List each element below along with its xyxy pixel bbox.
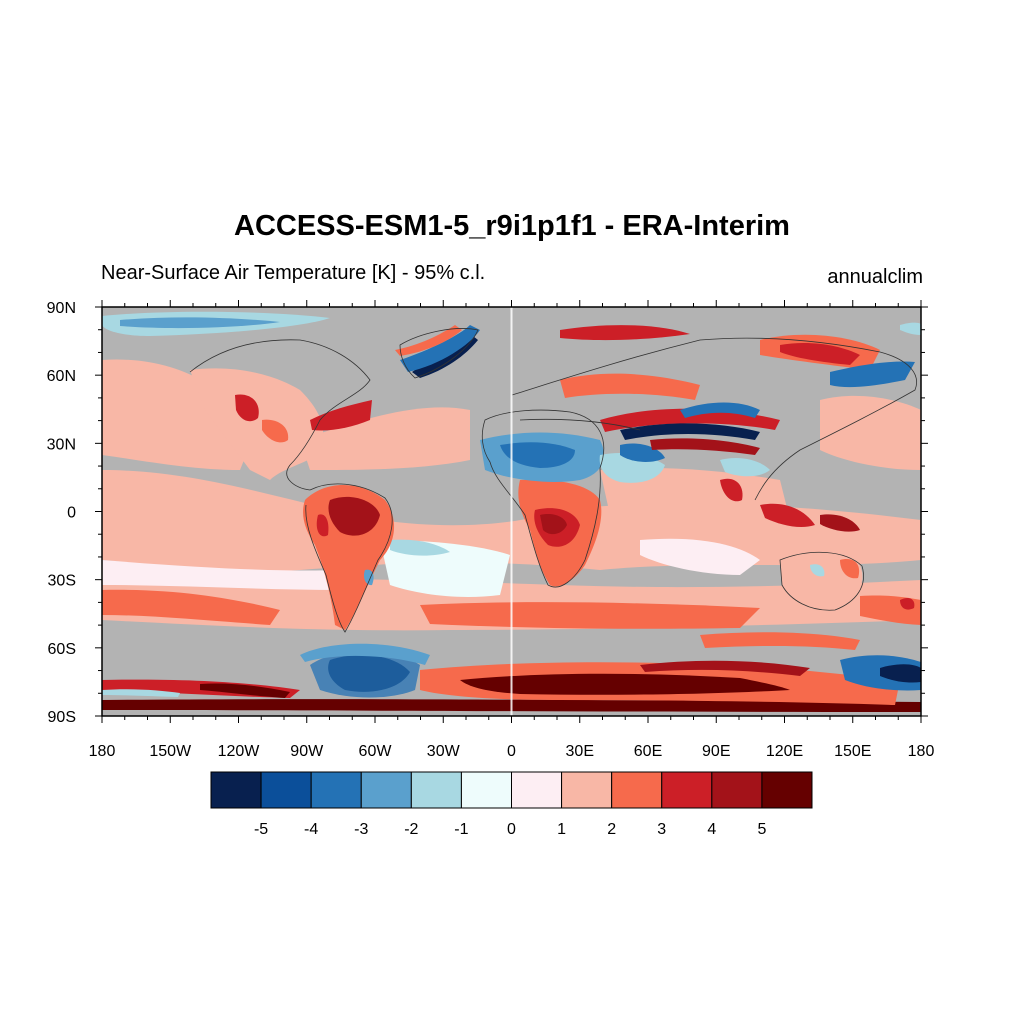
colorbar-labels: -5 -4 -3 -2 -1 0 1 2 3 4 5 [254, 821, 766, 838]
colorbar-swatch [661, 771, 713, 809]
lon-tick-label: 120E [766, 743, 803, 760]
colorbar [210, 771, 813, 809]
arctic-anomaly-layer [102, 311, 921, 388]
colorbar-swatch [511, 771, 563, 809]
colorbar-label: 5 [757, 821, 766, 838]
colorbar-swatch [260, 771, 312, 809]
lon-tick-label: 90E [702, 743, 730, 760]
colorbar-swatch [410, 771, 462, 809]
lon-tick-label: 60E [634, 743, 662, 760]
period-subtitle: annualclim [827, 266, 923, 288]
variable-subtitle: Near-Surface Air Temperature [K] - 95% c… [101, 262, 486, 284]
lat-tick-label: 30S [48, 573, 76, 590]
lon-tick-label: 150E [834, 743, 871, 760]
lon-tick-label: 60W [359, 743, 393, 760]
lat-tick-label: 60N [47, 368, 76, 385]
colorbar-swatch [460, 771, 512, 809]
lat-tick-label: 90S [48, 709, 76, 726]
axis-tick-labels: 180 150W 120W 90W 60W 30W 0 30E 60E 90E 120E 150E 18… [47, 300, 935, 760]
axis-ticks [95, 300, 928, 723]
colorbar-label: 0 [507, 821, 516, 838]
colorbar-label: -2 [404, 821, 418, 838]
colorbar-swatch [611, 771, 663, 809]
lon-tick-label: 150W [149, 743, 192, 760]
lon-tick-label: 180 [908, 743, 935, 760]
colorbar-label: -4 [304, 821, 318, 838]
lat-tick-label: 30N [47, 436, 76, 453]
lon-tick-label: 0 [507, 743, 516, 760]
lon-tick-label: 120W [218, 743, 261, 760]
colorbar-label: 3 [657, 821, 666, 838]
colorbar-swatch [711, 771, 763, 809]
ocean-anomaly-layer [102, 359, 921, 631]
colorbar-label: -1 [454, 821, 468, 838]
lat-tick-label: 0 [67, 505, 76, 522]
page-title: ACCESS-ESM1-5_r9i1p1f1 - ERA-Interim [234, 210, 790, 242]
colorbar-swatch [561, 771, 613, 809]
colorbar-label: -3 [354, 821, 368, 838]
lon-tick-label: 30E [566, 743, 594, 760]
lon-tick-label: 90W [290, 743, 324, 760]
colorbar-swatch [310, 771, 362, 809]
colorbar-label: -5 [254, 821, 268, 838]
coastline-layer [189, 328, 917, 633]
colorbar-label: 2 [607, 821, 616, 838]
colorbar-label: 1 [557, 821, 566, 838]
colorbar-swatch [360, 771, 412, 809]
colorbar-label: 4 [707, 821, 716, 838]
colorbar-swatch [761, 771, 813, 809]
colorbar-swatch [210, 771, 262, 809]
lat-tick-label: 90N [47, 300, 76, 317]
lon-tick-label: 30W [427, 743, 461, 760]
lat-tick-label: 60S [48, 641, 76, 658]
lon-tick-label: 180 [89, 743, 116, 760]
